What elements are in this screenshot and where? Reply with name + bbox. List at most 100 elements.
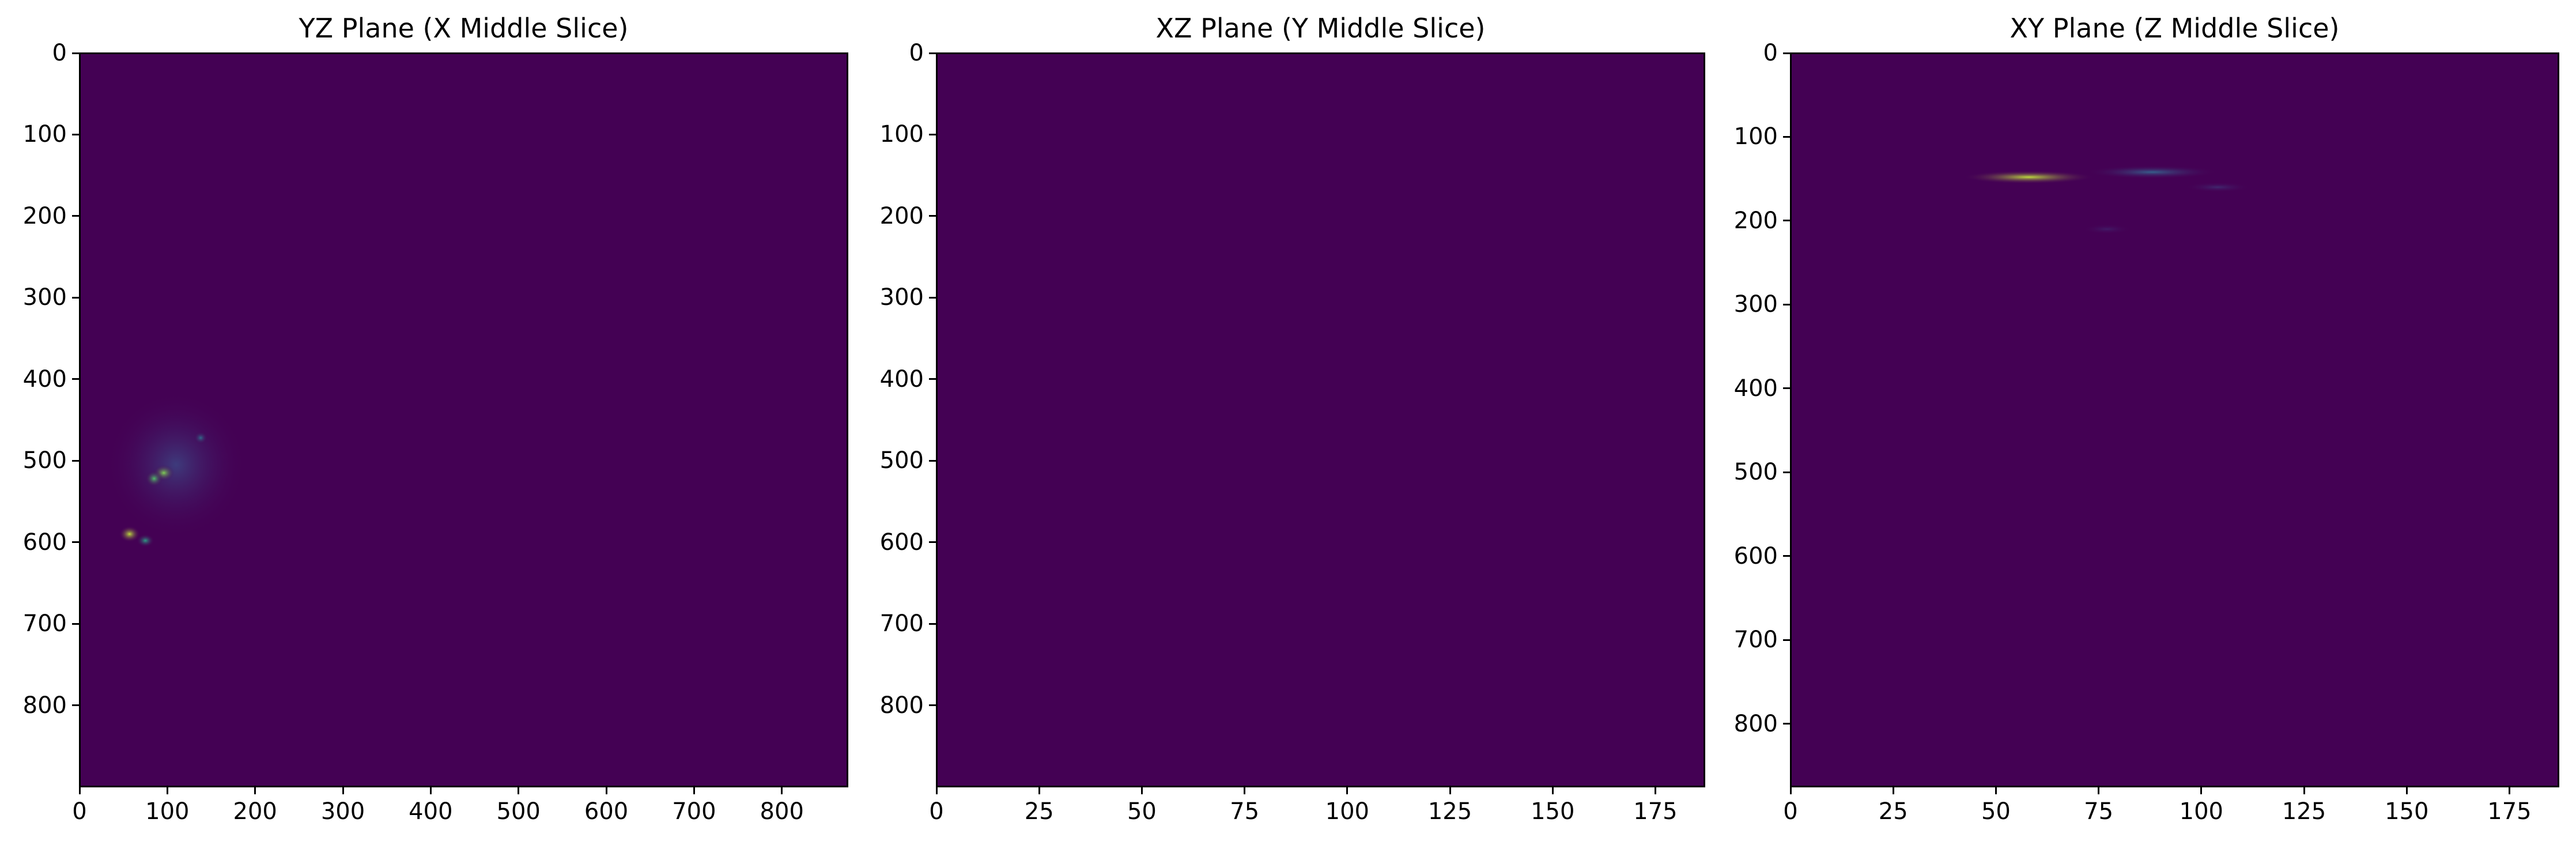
heatmap-image — [1791, 53, 2559, 787]
x-tick-mark — [2200, 787, 2203, 794]
x-tick-label: 100 — [1325, 798, 1370, 825]
x-tick-mark — [2303, 787, 2305, 794]
heatmap-feature — [2082, 224, 2132, 235]
y-tick-mark — [929, 378, 936, 380]
x-tick-label: 125 — [2282, 798, 2326, 825]
x-tick-label: 100 — [145, 798, 190, 825]
x-tick-mark — [1449, 787, 1451, 794]
y-tick-label: 0 — [909, 40, 924, 66]
y-tick-label: 0 — [1763, 40, 1778, 66]
x-tick-label: 25 — [1878, 798, 1908, 825]
y-tick-label: 700 — [22, 610, 67, 637]
x-tick-mark — [1654, 787, 1656, 794]
x-tick-mark — [1244, 787, 1246, 794]
y-tick-mark — [72, 623, 79, 625]
x-tick-mark — [429, 787, 432, 794]
chart-title: YZ Plane (X Middle Slice) — [299, 13, 629, 44]
x-tick-mark — [518, 787, 520, 794]
y-tick-mark — [1783, 303, 1790, 305]
heatmap-background — [1791, 53, 2559, 787]
x-tick-label: 600 — [584, 798, 629, 825]
y-tick-mark — [1783, 471, 1790, 473]
y-tick-label: 800 — [879, 692, 924, 719]
x-tick-mark — [342, 787, 344, 794]
x-tick-mark — [1140, 787, 1143, 794]
y-tick-label: 0 — [52, 40, 67, 66]
heatmap-svg — [80, 53, 848, 787]
x-tick-mark — [2508, 787, 2510, 794]
heatmap-image — [80, 53, 848, 787]
x-tick-mark — [78, 787, 81, 794]
x-tick-label: 150 — [1531, 798, 1575, 825]
y-tick-label: 200 — [1733, 207, 1778, 234]
y-tick-mark — [1783, 220, 1790, 222]
x-tick-label: 300 — [320, 798, 365, 825]
x-tick-label: 75 — [2084, 798, 2114, 825]
heatmap-feature — [2185, 182, 2251, 193]
y-tick-label: 600 — [22, 529, 67, 556]
x-tick-label: 175 — [2487, 798, 2532, 825]
chart-title: XZ Plane (Y Middle Slice) — [1155, 13, 1486, 44]
x-tick-label: 0 — [72, 798, 87, 825]
y-tick-mark — [1783, 52, 1790, 54]
heatmap-feature — [119, 526, 141, 542]
y-tick-label: 700 — [1733, 627, 1778, 654]
x-tick-mark — [935, 787, 938, 794]
y-tick-label: 800 — [1733, 710, 1778, 737]
heatmap-image — [936, 53, 1705, 787]
y-tick-mark — [1783, 387, 1790, 390]
y-tick-mark — [1783, 555, 1790, 557]
heatmap-feature — [194, 431, 208, 444]
x-tick-mark — [2098, 787, 2100, 794]
x-tick-label: 400 — [409, 798, 453, 825]
y-tick-mark — [72, 704, 79, 707]
y-tick-label: 200 — [22, 202, 67, 229]
x-tick-mark — [1551, 787, 1554, 794]
y-tick-label: 100 — [1733, 123, 1778, 150]
heatmap-feature — [145, 470, 163, 487]
y-tick-mark — [72, 52, 79, 54]
x-tick-mark — [693, 787, 695, 794]
y-tick-label: 200 — [879, 202, 924, 229]
y-tick-mark — [929, 704, 936, 707]
y-tick-mark — [929, 133, 936, 135]
y-tick-mark — [929, 215, 936, 217]
y-tick-mark — [1783, 639, 1790, 641]
x-tick-mark — [1789, 787, 1792, 794]
y-tick-label: 100 — [22, 121, 67, 148]
y-tick-label: 300 — [22, 284, 67, 311]
x-tick-mark — [781, 787, 783, 794]
heatmap-feature — [137, 534, 154, 548]
x-tick-mark — [1038, 787, 1040, 794]
y-tick-label: 300 — [1733, 291, 1778, 318]
y-tick-label: 500 — [22, 447, 67, 474]
x-tick-label: 100 — [2179, 798, 2224, 825]
heatmap-background — [936, 53, 1705, 787]
y-tick-label: 600 — [1733, 542, 1778, 569]
x-tick-mark — [1892, 787, 1894, 794]
y-tick-mark — [929, 296, 936, 299]
heatmap-feature — [2086, 165, 2218, 179]
y-tick-mark — [72, 215, 79, 217]
y-tick-label: 400 — [879, 365, 924, 393]
y-tick-label: 500 — [879, 447, 924, 474]
heatmap-feature — [105, 391, 247, 538]
x-tick-mark — [2405, 787, 2408, 794]
heatmap-svg — [936, 53, 1705, 787]
y-tick-label: 500 — [1733, 459, 1778, 486]
x-tick-label: 50 — [1981, 798, 2011, 825]
y-tick-mark — [72, 541, 79, 544]
x-tick-mark — [1346, 787, 1349, 794]
y-tick-mark — [929, 541, 936, 544]
heatmap-svg — [1791, 53, 2559, 787]
x-tick-label: 200 — [233, 798, 277, 825]
x-tick-label: 175 — [1633, 798, 1678, 825]
y-tick-label: 100 — [879, 121, 924, 148]
y-tick-mark — [72, 296, 79, 299]
y-tick-label: 700 — [879, 610, 924, 637]
x-tick-mark — [1995, 787, 1997, 794]
x-tick-label: 75 — [1230, 798, 1260, 825]
y-tick-label: 400 — [1733, 375, 1778, 402]
x-tick-mark — [254, 787, 256, 794]
x-tick-label: 700 — [672, 798, 716, 825]
